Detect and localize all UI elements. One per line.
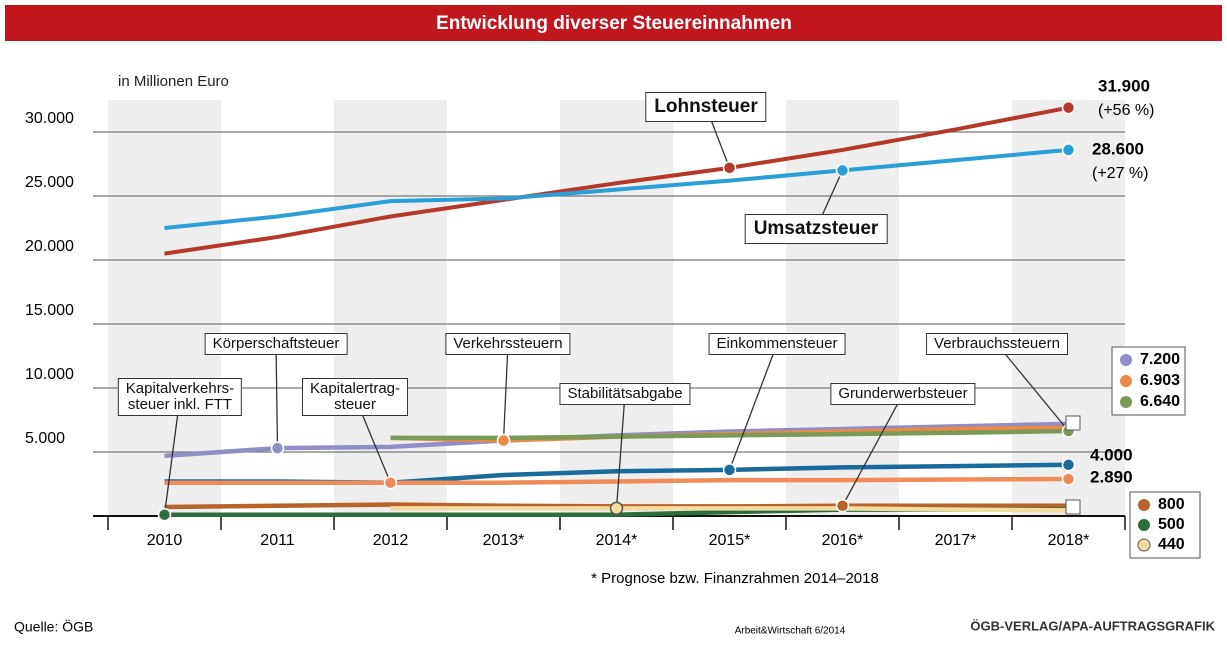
connector bbox=[1065, 415, 1081, 431]
title-bar bbox=[5, 5, 1222, 41]
end-label: 440 bbox=[1158, 536, 1185, 553]
connector bbox=[1065, 499, 1081, 515]
x-tick-label: 2012 bbox=[373, 532, 409, 549]
callout-dot bbox=[835, 499, 850, 513]
series-callout: Einkommensteuer bbox=[708, 333, 846, 355]
end-label: 6.903 bbox=[1140, 372, 1180, 389]
series-callout: Verbrauchssteuern bbox=[926, 333, 1068, 355]
end-label: 31.900 bbox=[1098, 76, 1150, 95]
x-tick-label: 2011 bbox=[260, 532, 295, 549]
series-line bbox=[164, 476, 1069, 485]
callout-dot bbox=[609, 501, 624, 516]
series-callout: Lohnsteuer bbox=[645, 92, 767, 122]
end-dot bbox=[1061, 100, 1076, 115]
callout-pointer bbox=[502, 343, 509, 441]
change-label: (+27 %) bbox=[1092, 165, 1148, 182]
x-tick-label: 2017* bbox=[935, 532, 977, 549]
y-tick-label: 15.000 bbox=[25, 302, 74, 319]
legend-dot bbox=[1138, 499, 1150, 511]
legend-dot bbox=[1120, 396, 1132, 408]
x-tick-label: 2014* bbox=[596, 532, 638, 549]
callout-dot bbox=[722, 463, 737, 477]
legend-dot bbox=[1120, 375, 1132, 387]
callout-pointer bbox=[728, 343, 778, 471]
x-tick-label: 2010 bbox=[147, 532, 183, 549]
band-shade bbox=[108, 100, 221, 516]
callout-dot bbox=[270, 441, 285, 455]
series-callout: Umsatzsteuer bbox=[744, 214, 888, 244]
chart-title: Entwicklung diverser Steuereinnahmen bbox=[436, 13, 792, 34]
y-tick-label: 25.000 bbox=[25, 174, 74, 191]
end-label: 800 bbox=[1158, 496, 1185, 513]
unit-label: in Millionen Euro bbox=[118, 73, 229, 90]
y-tick-label: 10.000 bbox=[25, 366, 74, 383]
credit: ÖGB-VERLAG/APA-AUFTRAGSGRAFIK bbox=[970, 618, 1215, 633]
series-callout: Kapitalverkehrs- steuer inkl. FTT bbox=[117, 378, 243, 416]
callout-pointer bbox=[615, 393, 626, 509]
series-line bbox=[164, 147, 1069, 230]
callout-dot bbox=[157, 507, 172, 522]
end-label: 2.890 bbox=[1090, 467, 1133, 486]
band-shade bbox=[786, 100, 899, 516]
legend-dot bbox=[1137, 538, 1151, 552]
callout-dot bbox=[496, 433, 511, 448]
x-tick-label: 2015* bbox=[709, 532, 751, 549]
series-callout: Grunderwerbsteuer bbox=[830, 383, 976, 405]
band-shade bbox=[560, 100, 673, 516]
end-label: 28.600 bbox=[1092, 139, 1144, 158]
end-label: 6.640 bbox=[1140, 393, 1180, 410]
band-shade bbox=[1012, 100, 1125, 516]
series-callout: Kapitalertrag- steuer bbox=[301, 378, 409, 416]
change-label: (+56 %) bbox=[1098, 102, 1154, 119]
series-line bbox=[390, 506, 1069, 513]
series-callout: Körperschaftsteuer bbox=[204, 333, 348, 355]
callout-pointer bbox=[996, 343, 1070, 432]
end-dot bbox=[1061, 458, 1076, 472]
callout-pointer bbox=[841, 393, 904, 507]
publication: Arbeit&Wirtschaft 6/2014 bbox=[735, 626, 846, 637]
legend-dot bbox=[1120, 354, 1132, 366]
series-callout: Verkehrssteuern bbox=[445, 333, 571, 355]
footnote: * Prognose bzw. Finanzrahmen 2014–2018 bbox=[591, 570, 879, 587]
end-label: 7.200 bbox=[1140, 351, 1180, 368]
end-dot bbox=[1061, 472, 1076, 486]
callout-pointer bbox=[275, 343, 279, 449]
y-tick-label: 30.000 bbox=[25, 110, 74, 127]
callout-dot bbox=[722, 161, 737, 175]
callout-dot bbox=[835, 163, 850, 178]
y-tick-label: 20.000 bbox=[25, 238, 74, 255]
end-dot bbox=[1061, 143, 1076, 157]
band-shade bbox=[334, 100, 447, 516]
y-tick-label: 5.000 bbox=[25, 430, 65, 447]
legend-dot bbox=[1138, 519, 1150, 531]
callout-dot bbox=[383, 475, 398, 490]
source: Quelle: ÖGB bbox=[14, 618, 93, 635]
end-label: 4.000 bbox=[1090, 445, 1133, 464]
series-callout: Stabilitätsabgabe bbox=[559, 383, 691, 405]
series-line bbox=[164, 105, 1069, 256]
end-label: 500 bbox=[1158, 516, 1185, 533]
x-tick-label: 2013* bbox=[483, 532, 525, 549]
callout-pointer bbox=[163, 396, 181, 515]
x-tick-label: 2018* bbox=[1048, 532, 1090, 549]
x-tick-label: 2016* bbox=[822, 532, 864, 549]
